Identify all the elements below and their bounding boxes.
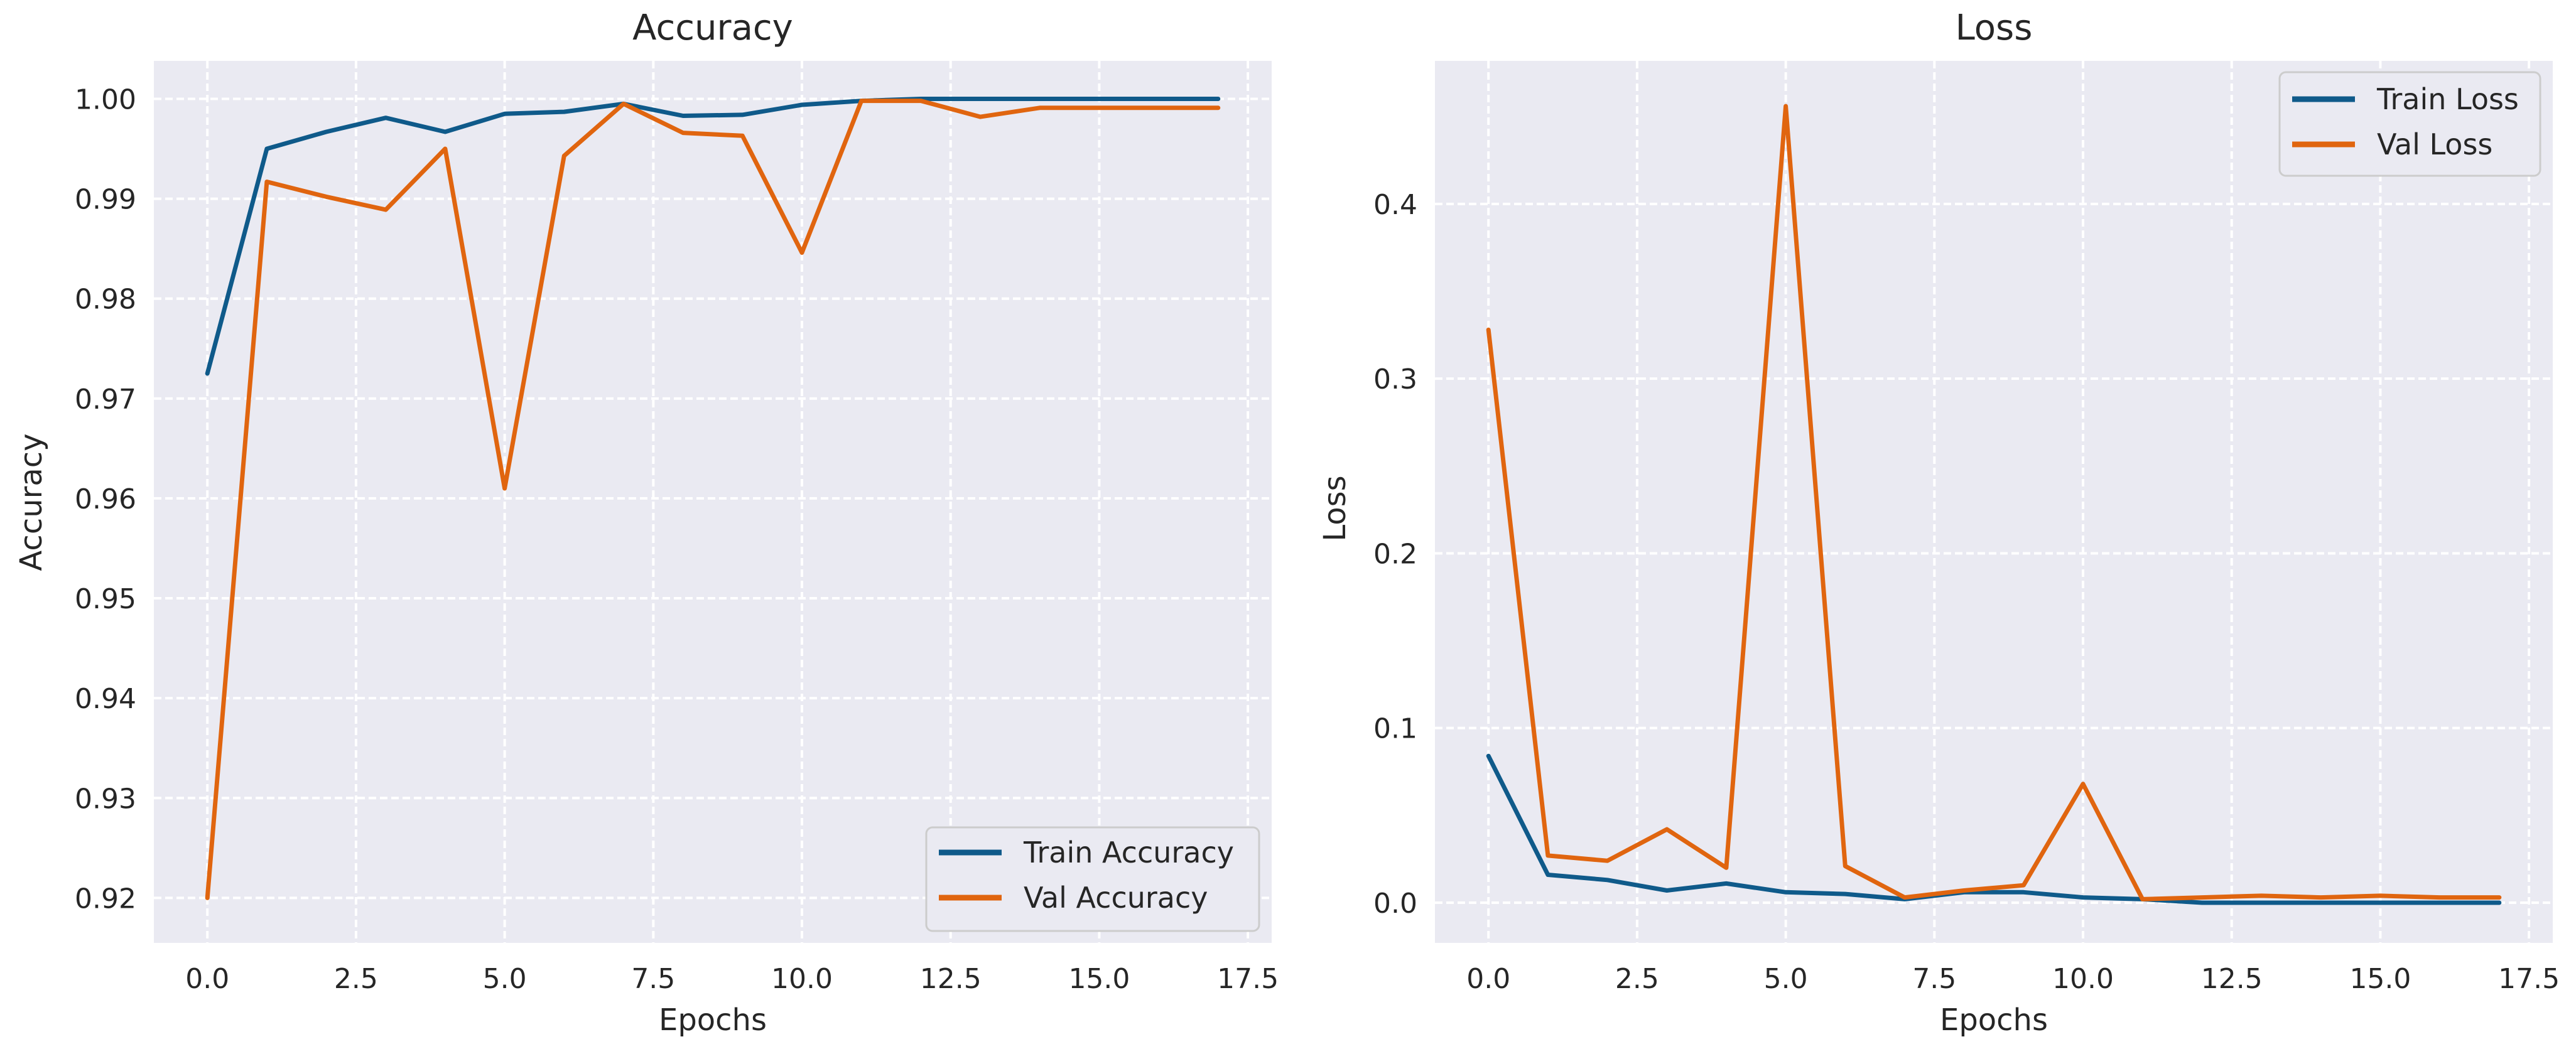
loss-x-ticks: 0.0 2.5 5.0 7.5 10.0 12.5 15.0 17.5 bbox=[1466, 963, 2560, 995]
x-tick-label: 12.5 bbox=[920, 963, 982, 995]
accuracy-x-ticks: 0.0 2.5 5.0 7.5 10.0 12.5 15.0 17.5 bbox=[185, 963, 1279, 995]
accuracy-legend-box bbox=[925, 826, 1260, 932]
legend-label-val-loss: Val Loss bbox=[2377, 127, 2492, 161]
x-tick-label: 5.0 bbox=[1764, 963, 1808, 995]
y-tick-label: 0.0 bbox=[1373, 888, 1417, 920]
x-tick-label: 12.5 bbox=[2201, 963, 2263, 995]
loss-y-ticks: 0.0 0.1 0.2 0.3 0.4 bbox=[1373, 189, 1417, 920]
accuracy-chart: 0.0 2.5 5.0 7.5 10.0 12.5 15.0 17.5 0.920.930.9… bbox=[14, 8, 1279, 1038]
x-tick-label: 0.0 bbox=[1466, 963, 1510, 995]
y-tick-label: 0.96 bbox=[75, 483, 136, 515]
series-line-val-loss bbox=[1486, 104, 2502, 901]
accuracy-chart-title: Accuracy bbox=[632, 8, 793, 48]
accuracy-y-ticks: 0.92 0.93 0.94 0.95 0.96 0.97 0.98 0.99 1.00 bbox=[75, 83, 136, 915]
loss-x-axis-label: Epochs bbox=[1940, 1003, 2048, 1038]
x-tick-label: 10.0 bbox=[771, 963, 833, 995]
legend-label-train-accuracy: Train Accuracy bbox=[1023, 836, 1234, 869]
accuracy-series-lines bbox=[205, 97, 1221, 900]
y-tick-label: 0.94 bbox=[75, 683, 136, 715]
y-tick-label: 0.92 bbox=[75, 883, 136, 915]
series-line-val-accuracy bbox=[205, 99, 1221, 900]
x-tick-label: 10.0 bbox=[2052, 963, 2114, 995]
x-tick-label: 2.5 bbox=[1615, 963, 1659, 995]
x-tick-label: 17.5 bbox=[1217, 963, 1279, 995]
y-tick-label: 0.2 bbox=[1373, 538, 1417, 570]
loss-plot-area bbox=[1435, 61, 2553, 943]
x-tick-label: 15.0 bbox=[1068, 963, 1130, 995]
legend-label-train-loss: Train Loss bbox=[2376, 82, 2519, 116]
x-tick-label: 7.5 bbox=[631, 963, 675, 995]
y-tick-label: 0.97 bbox=[75, 384, 136, 416]
accuracy-y-axis-label: Accuracy bbox=[14, 433, 49, 571]
y-tick-label: 0.95 bbox=[75, 583, 136, 615]
loss-legend: Train Loss Val Loss bbox=[2278, 71, 2541, 177]
y-tick-label: 0.98 bbox=[75, 284, 136, 316]
y-tick-label: 0.1 bbox=[1373, 713, 1417, 745]
series-line-train-loss bbox=[1486, 753, 2502, 905]
accuracy-plot-area bbox=[154, 61, 1272, 943]
series-line-train-accuracy bbox=[205, 97, 1221, 376]
accuracy-gridlines bbox=[154, 61, 1272, 943]
loss-series-lines bbox=[1486, 104, 2502, 905]
loss-y-axis-label: Loss bbox=[1318, 475, 1353, 541]
y-tick-label: 0.93 bbox=[75, 783, 136, 815]
x-tick-label: 7.5 bbox=[1912, 963, 1956, 995]
y-tick-label: 0.99 bbox=[75, 184, 136, 216]
loss-chart-title: Loss bbox=[1956, 8, 2033, 48]
x-tick-label: 2.5 bbox=[334, 963, 378, 995]
y-tick-label: 0.4 bbox=[1373, 189, 1417, 221]
x-tick-label: 0.0 bbox=[185, 963, 229, 995]
loss-chart: 0.0 2.5 5.0 7.5 10.0 12.5 15.0 17.5 0.00.10.20.… bbox=[1318, 8, 2560, 1038]
x-tick-label: 15.0 bbox=[2349, 963, 2411, 995]
y-tick-label: 1.00 bbox=[75, 83, 136, 116]
legend-label-val-accuracy: Val Accuracy bbox=[1024, 881, 1208, 915]
x-tick-label: 5.0 bbox=[483, 963, 527, 995]
accuracy-legend: Train Accuracy Val Accuracy bbox=[925, 826, 1260, 932]
y-tick-label: 0.3 bbox=[1373, 363, 1417, 395]
accuracy-x-axis-label: Epochs bbox=[659, 1003, 767, 1038]
x-tick-label: 17.5 bbox=[2498, 963, 2560, 995]
